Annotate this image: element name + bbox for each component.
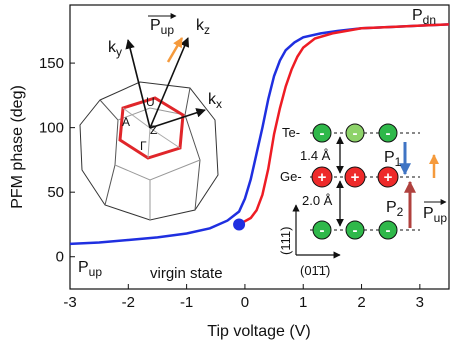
p-up-low: Pup xyxy=(78,259,102,279)
p-dn: Pdn xyxy=(412,7,436,27)
minus: - xyxy=(353,125,358,142)
charges: - - - + + + - - - xyxy=(318,125,393,239)
kz-label: kz xyxy=(196,17,210,37)
y-tick-label: 50 xyxy=(47,184,64,201)
y-tick-label: 100 xyxy=(39,120,64,137)
minus: - xyxy=(386,222,391,239)
x-axis-label: Tip voltage (V) xyxy=(207,323,310,340)
p-up-right: Pup xyxy=(423,205,447,225)
x-tick-label: -3 xyxy=(63,294,76,311)
x-tick-label: 2 xyxy=(357,294,365,311)
p2-label: P2 xyxy=(386,199,404,219)
minus: - xyxy=(353,222,358,239)
x-tick-label: 3 xyxy=(416,294,424,311)
dir-011: (01̄1̄) xyxy=(300,263,330,278)
point-a: A xyxy=(122,115,130,129)
y-tick-label: 0 xyxy=(56,249,64,266)
point-z: Z xyxy=(150,123,157,137)
d2-label: 2.0 Å xyxy=(302,193,333,208)
te-label: Te- xyxy=(282,125,300,140)
x-tick-label: -1 xyxy=(180,294,193,311)
ky-label: ky xyxy=(108,39,122,59)
plus: + xyxy=(384,169,393,186)
x-tick-label: 0 xyxy=(241,294,249,311)
virgin-label: virgin state xyxy=(150,265,223,282)
dir-111: (111) xyxy=(278,227,293,255)
kx-label: kx xyxy=(208,91,222,111)
minus: - xyxy=(320,125,325,142)
plot: -3 -2 -1 0 1 2 3 0 50 100 150 xyxy=(39,23,450,311)
p1-label: P1 xyxy=(384,149,402,169)
series-line xyxy=(69,23,450,246)
d1-label: 1.4 Å xyxy=(300,148,331,163)
series-line xyxy=(238,23,450,226)
y-axis-label: PFM phase (deg) xyxy=(9,85,26,209)
plot-frame xyxy=(69,4,450,290)
p-up-label: Pup xyxy=(150,17,174,37)
virgin-marker xyxy=(233,218,246,231)
ge-label: Ge- xyxy=(280,169,302,184)
plus: + xyxy=(318,169,327,186)
x-tick-label: 1 xyxy=(299,294,307,311)
x-tick-label: -2 xyxy=(122,294,135,311)
brillouin-zone xyxy=(79,13,219,221)
minus: - xyxy=(386,125,391,142)
plus: + xyxy=(351,169,360,186)
y-tick-label: 150 xyxy=(39,55,64,72)
point-gamma: Γ xyxy=(140,139,147,153)
point-u: U xyxy=(146,95,155,109)
minus: - xyxy=(320,222,325,239)
structure xyxy=(292,123,447,259)
